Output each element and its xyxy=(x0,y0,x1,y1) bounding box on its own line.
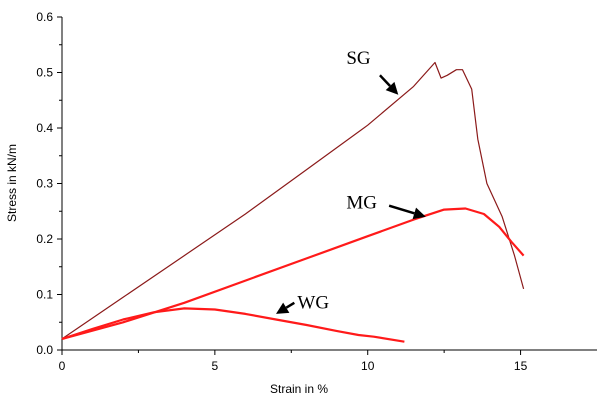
y-tick-label: 0.3 xyxy=(36,177,53,191)
y-tick-label: 0.2 xyxy=(36,232,53,246)
annotation-arrow-head xyxy=(412,207,426,220)
series-line-mg xyxy=(61,207,525,340)
y-tick-label: 0.1 xyxy=(36,288,53,302)
x-tick-label: 15 xyxy=(514,359,528,373)
y-axis-title: Stress in kN/m xyxy=(5,144,19,222)
y-tick-label: 0.4 xyxy=(36,121,53,135)
axes: 0.0 0.1 0.2 0.3 0.4 0.5 0.6 0 5 10 15 xyxy=(36,10,597,373)
series-layer xyxy=(61,61,525,343)
series-line-sg xyxy=(61,61,525,340)
annotation-arrow-shaft xyxy=(388,204,415,215)
annotation-label-sg: SG xyxy=(346,48,371,69)
annotation-arrow-head xyxy=(276,302,290,314)
x-tick-label: 0 xyxy=(59,359,66,373)
x-axis-title: Strain in % xyxy=(270,382,328,396)
annotation-arrow-shaft xyxy=(285,301,295,309)
x-tick-label: 10 xyxy=(361,359,375,373)
y-tick-label: 0.0 xyxy=(36,343,53,357)
annotation-label-wg: WG xyxy=(297,292,329,313)
x-tick-label: 5 xyxy=(212,359,219,373)
annotation-arrow-head xyxy=(385,81,399,95)
annotation-layer: SG MG WG xyxy=(276,48,426,314)
annotation-label-mg: MG xyxy=(346,192,377,213)
annotation-arrow-shaft xyxy=(379,74,391,87)
y-tick-label: 0.5 xyxy=(36,66,53,80)
series-line-wg xyxy=(61,307,405,343)
y-tick-label: 0.6 xyxy=(36,10,53,24)
